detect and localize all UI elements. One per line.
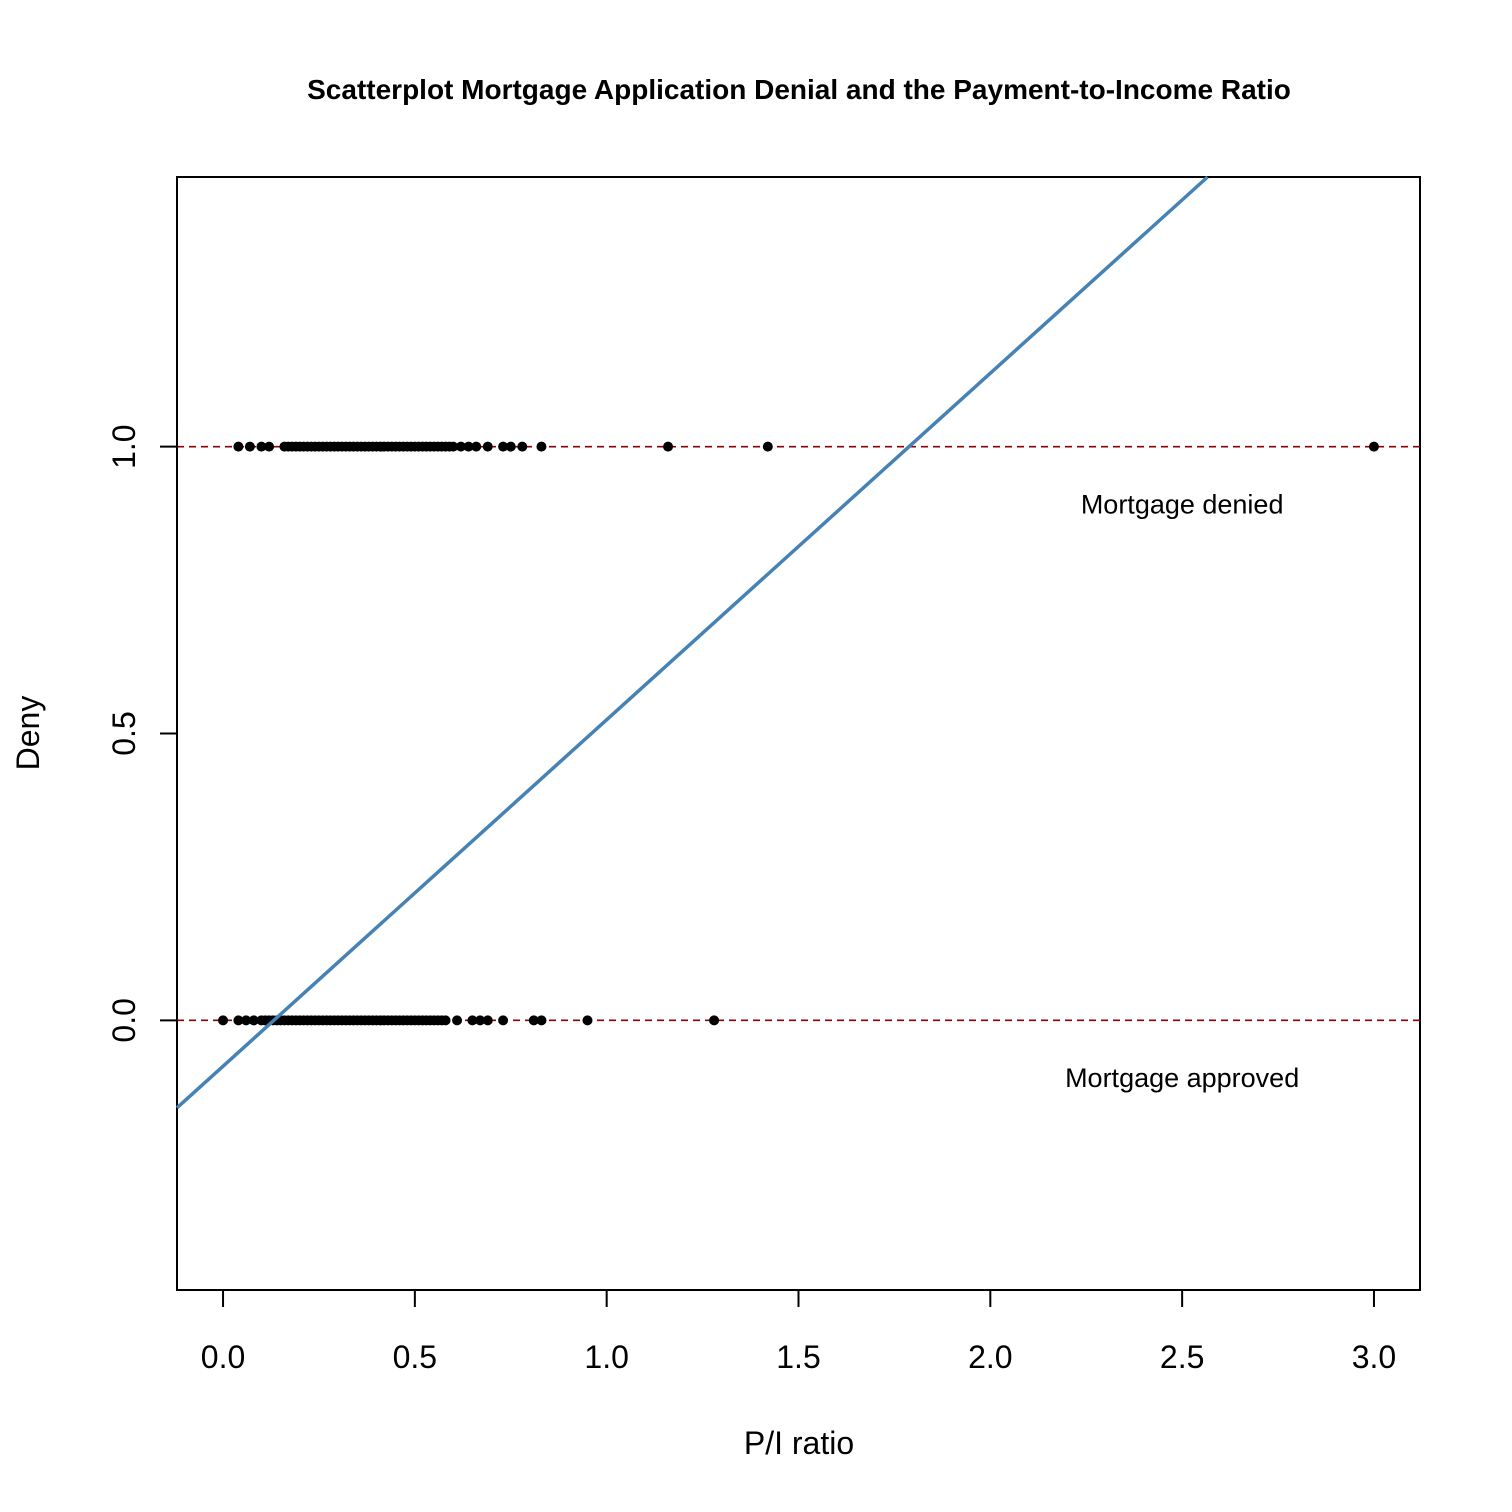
data-point xyxy=(498,1015,509,1026)
x-tick-label: 0.5 xyxy=(393,1339,437,1375)
y-tick-label: 1.0 xyxy=(106,424,142,468)
x-axis-label: P/I ratio xyxy=(744,1425,854,1461)
data-point xyxy=(475,1015,486,1026)
regression-line xyxy=(175,175,1209,1110)
data-point xyxy=(467,1015,478,1026)
data-point xyxy=(241,1015,252,1026)
data-point xyxy=(248,1015,259,1026)
data-point xyxy=(663,441,674,452)
data-point xyxy=(455,441,466,452)
chart-annotation: Mortgage denied xyxy=(1081,489,1284,519)
plot-frame xyxy=(176,176,1421,1291)
data-point xyxy=(536,1015,547,1026)
data-point xyxy=(709,1015,720,1026)
data-point xyxy=(482,441,493,452)
x-tick-label: 1.5 xyxy=(776,1339,820,1375)
data-point xyxy=(482,1015,493,1026)
data-point xyxy=(505,441,516,452)
reference-lines xyxy=(177,445,1420,1022)
data-point xyxy=(463,441,474,452)
data-point xyxy=(517,441,528,452)
data-point xyxy=(233,441,244,452)
data-point xyxy=(448,441,459,452)
data-point xyxy=(762,441,773,452)
data-point xyxy=(452,1015,463,1026)
x-tick-label: 1.0 xyxy=(584,1339,628,1375)
data-point xyxy=(264,441,275,452)
y-axis-label: Deny xyxy=(10,696,46,771)
data-point xyxy=(1368,441,1379,452)
annotations: Mortgage denied Mortgage approved xyxy=(1065,489,1299,1093)
y-axis: 0.0 0.5 1.0 xyxy=(106,424,178,1043)
x-tick-label: 0.0 xyxy=(201,1339,245,1375)
data-point xyxy=(244,441,255,452)
data-point xyxy=(440,1015,451,1026)
data-point xyxy=(528,1015,539,1026)
data-points xyxy=(218,441,1379,1026)
data-point xyxy=(233,1015,244,1026)
data-point xyxy=(256,441,267,452)
data-point xyxy=(498,441,509,452)
x-axis: 0.0 0.5 1.0 1.5 2.0 2.5 3.0 xyxy=(201,1289,1396,1375)
data-point xyxy=(218,1015,229,1026)
data-point xyxy=(471,441,482,452)
data-point xyxy=(582,1015,593,1026)
x-tick-label: 3.0 xyxy=(1352,1339,1396,1375)
regression-line-group xyxy=(175,175,1209,1110)
data-point xyxy=(536,441,547,452)
x-tick-label: 2.0 xyxy=(968,1339,1012,1375)
y-tick-label: 0.5 xyxy=(106,711,142,755)
chart-annotation: Mortgage approved xyxy=(1065,1063,1299,1093)
y-tick-label: 0.0 xyxy=(106,998,142,1042)
x-tick-label: 2.5 xyxy=(1160,1339,1204,1375)
chart-title: Scatterplot Mortgage Application Denial … xyxy=(307,74,1291,105)
